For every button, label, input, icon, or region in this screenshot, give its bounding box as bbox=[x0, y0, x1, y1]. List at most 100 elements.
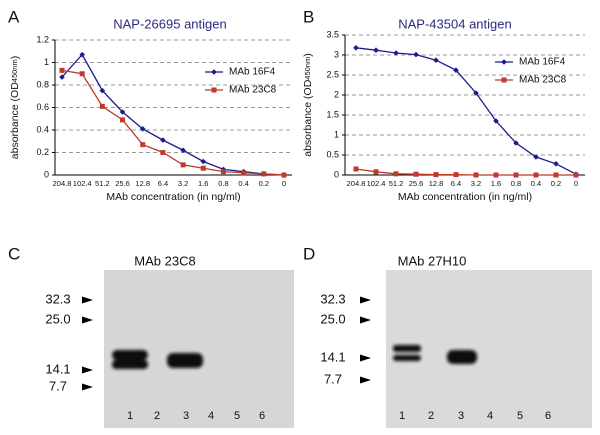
band bbox=[447, 350, 477, 364]
y-axis-label-part: ) bbox=[9, 56, 21, 60]
lane-label: 2 bbox=[428, 410, 434, 422]
y-axis-label: absorbance (OD450nm) bbox=[9, 56, 21, 159]
y-tick-label: 0.4 bbox=[36, 124, 49, 134]
x-tick-label: 0 bbox=[282, 179, 286, 188]
y-axis-label-part: ) bbox=[302, 53, 314, 57]
point bbox=[211, 69, 217, 75]
point bbox=[353, 166, 359, 172]
lane-label: 6 bbox=[259, 410, 265, 422]
point bbox=[200, 158, 207, 165]
y-tick-label: 0 bbox=[334, 169, 339, 179]
legend-label: MAb 23C8 bbox=[519, 75, 567, 86]
y-tick-label: 3.5 bbox=[326, 29, 339, 39]
panel-label: B bbox=[303, 7, 314, 26]
series-line bbox=[355, 47, 577, 175]
point bbox=[241, 170, 247, 176]
band bbox=[167, 353, 203, 368]
x-tick-label: 0 bbox=[574, 179, 578, 188]
y-axis-label-part: absorbance (OD bbox=[9, 82, 21, 159]
point bbox=[140, 142, 146, 148]
point bbox=[200, 165, 206, 171]
y-tick-label: 0.2 bbox=[36, 147, 49, 157]
marker-arrow bbox=[360, 296, 371, 304]
marker-arrow bbox=[360, 376, 371, 384]
blot-bands bbox=[112, 345, 477, 369]
point bbox=[281, 172, 287, 178]
y-axis-label-part: 450nm bbox=[10, 59, 19, 82]
x-tick-label: 0.4 bbox=[238, 179, 248, 188]
legend-label: MAb 23C8 bbox=[229, 85, 277, 96]
x-tick-label: 0.2 bbox=[551, 179, 561, 188]
series-line bbox=[61, 69, 285, 176]
point bbox=[353, 45, 359, 51]
point bbox=[493, 172, 499, 178]
lane-label: 1 bbox=[399, 410, 405, 422]
size-marker: 32.3 bbox=[45, 291, 70, 306]
x-tick-label: 25.6 bbox=[115, 179, 130, 188]
panel-label: D bbox=[303, 244, 315, 263]
point bbox=[393, 171, 399, 177]
x-tick-label: 1.6 bbox=[491, 179, 501, 188]
marker-arrow bbox=[82, 366, 93, 374]
x-tick-label: 0.8 bbox=[511, 179, 521, 188]
lane-label: 4 bbox=[208, 410, 214, 422]
point bbox=[180, 147, 186, 154]
point bbox=[533, 154, 539, 160]
y-tick-label: 0.5 bbox=[326, 149, 339, 159]
marker-arrow bbox=[360, 354, 371, 362]
blot-title: MAb 27H10 bbox=[398, 253, 467, 268]
y-axis-label-part: 450nm bbox=[303, 57, 312, 80]
size-marker: 7.7 bbox=[324, 371, 342, 386]
point bbox=[119, 109, 126, 115]
blot-title: MAb 23C8 bbox=[134, 253, 195, 268]
point bbox=[493, 118, 499, 124]
size-marker: 25.0 bbox=[45, 311, 70, 326]
point bbox=[553, 172, 559, 178]
point bbox=[261, 171, 267, 177]
panel-label: A bbox=[8, 7, 20, 26]
size-marker: 25.0 bbox=[320, 311, 345, 326]
y-tick-label: 1.2 bbox=[36, 34, 49, 44]
y-tick-label: 2.5 bbox=[326, 69, 339, 79]
point bbox=[573, 172, 579, 178]
x-tick-label: 12.8 bbox=[429, 179, 444, 188]
y-tick-label: 0.8 bbox=[36, 79, 49, 89]
point bbox=[160, 150, 166, 155]
x-tick-label: 102.4 bbox=[367, 179, 386, 188]
lane-label: 5 bbox=[517, 410, 523, 422]
marker-arrow bbox=[360, 316, 371, 324]
point bbox=[553, 161, 559, 167]
x-tick-label: 3.2 bbox=[178, 179, 188, 188]
point bbox=[180, 162, 186, 168]
point bbox=[433, 172, 439, 178]
lane-label: 2 bbox=[154, 410, 160, 422]
point bbox=[473, 90, 479, 96]
point bbox=[513, 140, 519, 146]
band bbox=[393, 355, 421, 361]
point bbox=[453, 67, 459, 73]
lane-label: 3 bbox=[458, 410, 464, 422]
x-tick-label: 6.4 bbox=[158, 179, 168, 188]
point bbox=[373, 47, 379, 53]
panel-label: C bbox=[8, 244, 20, 263]
point bbox=[393, 50, 399, 56]
band bbox=[112, 350, 148, 360]
y-tick-label: 3 bbox=[334, 49, 339, 59]
x-tick-label: 0.4 bbox=[531, 179, 541, 188]
x-tick-label: 102.4 bbox=[73, 179, 92, 188]
x-tick-label: 51.2 bbox=[95, 179, 110, 188]
lane-label: 5 bbox=[234, 410, 240, 422]
point bbox=[501, 59, 507, 65]
y-axis-label-part: absorbance (OD bbox=[302, 79, 314, 156]
point bbox=[79, 51, 85, 58]
x-tick-label: 3.2 bbox=[471, 179, 481, 188]
lane-label: 1 bbox=[127, 410, 133, 422]
legend-label: MAb 16F4 bbox=[229, 67, 276, 78]
x-tick-label: 1.6 bbox=[198, 179, 208, 188]
point bbox=[211, 87, 217, 93]
x-axis-label: MAb concentration (in ng/ml) bbox=[398, 191, 532, 203]
marker-arrow bbox=[82, 316, 93, 324]
point bbox=[501, 77, 507, 83]
y-tick-label: 1.5 bbox=[326, 109, 339, 119]
y-tick-label: 1 bbox=[334, 129, 339, 139]
